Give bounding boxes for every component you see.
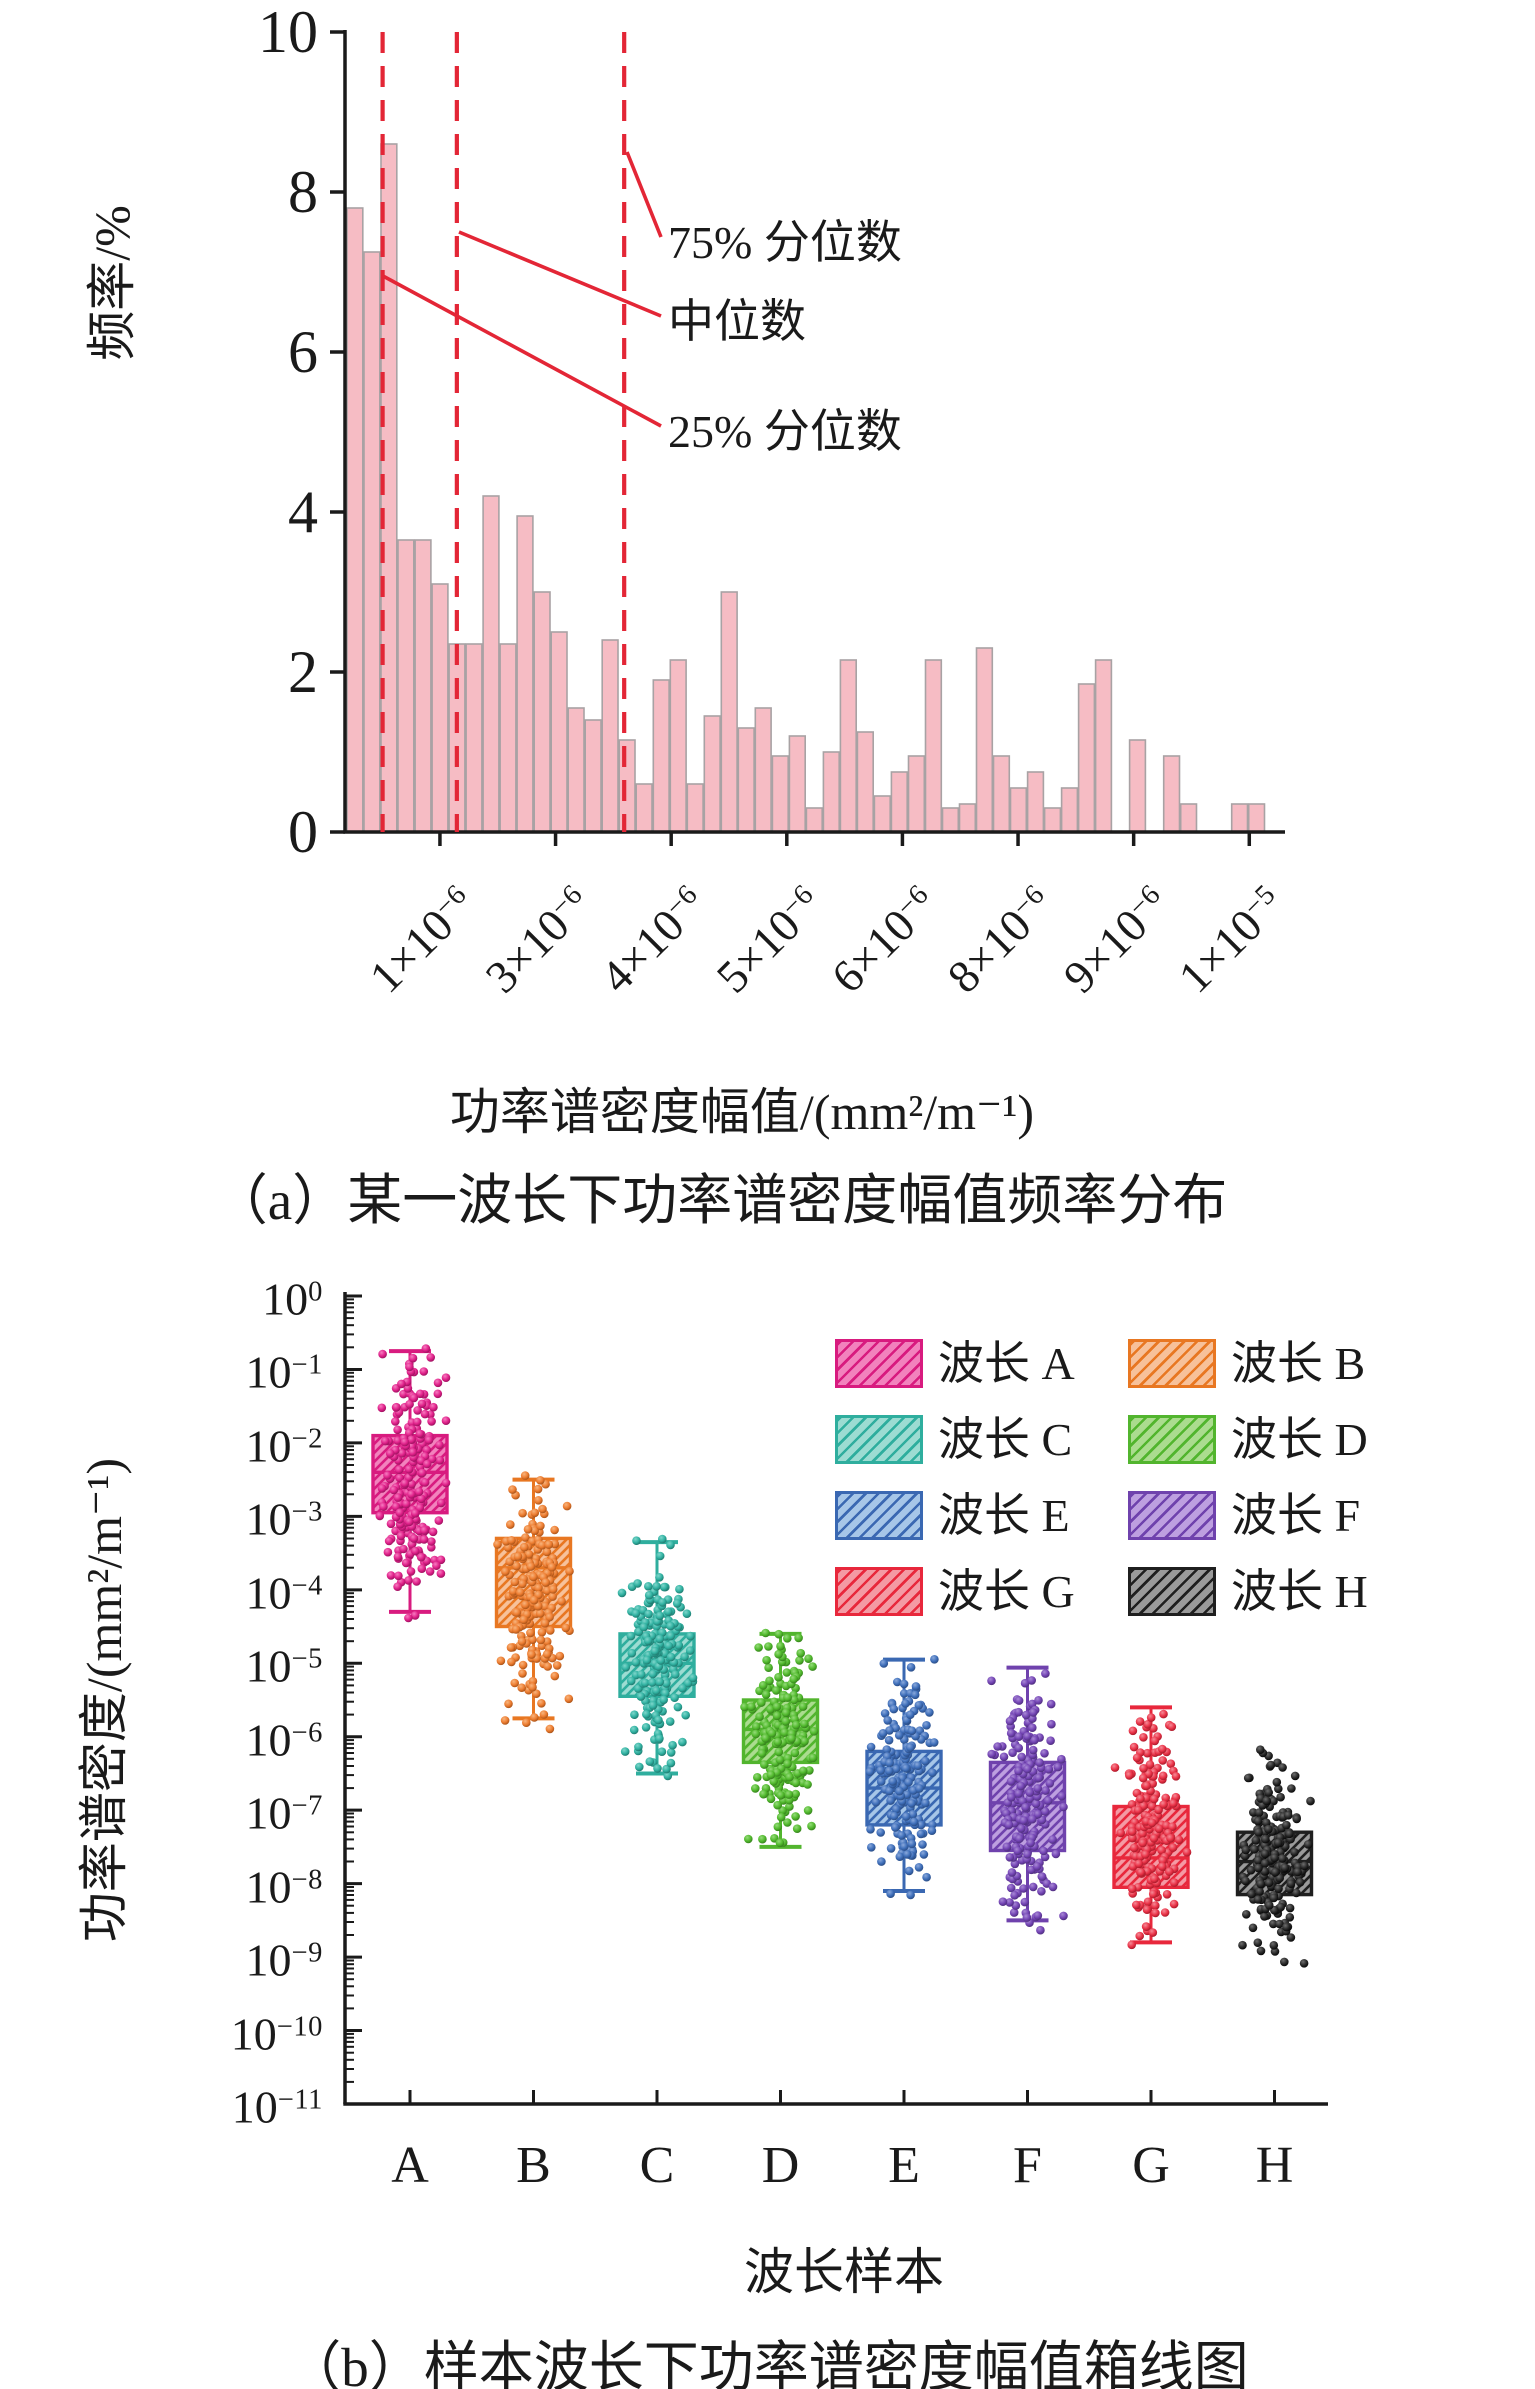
chart-b-x-tick-label: F	[1013, 2137, 1042, 2194]
chart-b-x-tick-label: D	[761, 2137, 800, 2194]
chart-b-y-tick-label: 10−7	[245, 1787, 323, 1839]
chart-a-y-tick-label: 10	[258, 0, 318, 65]
chart-b-y-tick-label: 10−3	[245, 1493, 323, 1545]
legend-swatch-B	[1128, 1339, 1216, 1388]
chart-b-y-tick-label: 100	[262, 1273, 323, 1325]
chart-a-y-tick-label: 0	[288, 799, 318, 865]
chart-b-y-tick-label: 10−2	[245, 1420, 323, 1472]
chart-b-x-tick-label: C	[639, 2137, 675, 2194]
chart-a-x-axis-title: 功率谱密度幅值/(mm²/m⁻¹)	[449, 1084, 1035, 1140]
legend-label-E: 波长 E	[938, 1489, 1070, 1541]
chart-b-y-tick-label: 10−5	[245, 1640, 323, 1692]
chart-a-y-axis-title: 频率/%	[84, 205, 140, 361]
legend-swatch-C	[835, 1415, 923, 1464]
quantile-annotation: 中位数	[668, 296, 806, 347]
legend-swatch-A	[835, 1339, 923, 1388]
chart-a-y-tick-label: 2	[288, 639, 318, 705]
chart-b-x-tick-label: A	[391, 2137, 429, 2194]
chart-b-y-axis-title: 功率谱密度/(mm²/m⁻¹)	[76, 1457, 132, 1943]
legend-label-G: 波长 G	[938, 1565, 1075, 1617]
legend-label-B: 波长 B	[1231, 1337, 1366, 1389]
quantile-annotation: 75% 分位数	[668, 217, 902, 268]
chart-a-caption: （a）某一波长下功率谱密度幅值频率分布	[212, 1170, 1228, 1231]
chart-b-x-tick-label: E	[888, 2137, 920, 2194]
legend-label-H: 波长 H	[1231, 1565, 1368, 1617]
chart-b-x-tick-label: B	[516, 2137, 551, 2194]
chart-b-y-tick-label: 10−10	[230, 2008, 323, 2060]
chart-b-caption: （b）样本波长下功率谱密度幅值箱线图	[286, 2337, 1249, 2389]
chart-b-y-tick-label: 10−11	[231, 2081, 323, 2133]
chart-b-y-tick-label: 10−9	[245, 1934, 323, 1986]
legend-label-A: 波长 A	[938, 1337, 1075, 1389]
chart-b-y-tick-label: 10−4	[245, 1567, 323, 1619]
legend-label-C: 波长 C	[938, 1413, 1073, 1465]
legend-label-D: 波长 D	[1231, 1413, 1368, 1465]
legend-swatch-E	[835, 1491, 923, 1540]
chart-b-y-tick-label: 10−8	[245, 1861, 323, 1913]
legend-swatch-D	[1128, 1415, 1216, 1464]
chart-b-y-tick-label: 10−6	[245, 1714, 323, 1766]
chart-a-y-tick-label: 4	[288, 479, 318, 545]
legend-swatch-G	[835, 1567, 923, 1616]
chart-b-x-tick-label: G	[1132, 2137, 1170, 2194]
legend-label-F: 波长 F	[1231, 1489, 1361, 1541]
chart-b-x-axis-title: 波长样本	[744, 2244, 944, 2300]
legend-swatch-F	[1128, 1491, 1216, 1540]
chart-a-y-tick-label: 6	[288, 319, 318, 385]
legend-swatch-H	[1128, 1567, 1216, 1616]
chart-b-x-tick-label: H	[1255, 2137, 1294, 2194]
chart-a-y-tick-label: 8	[288, 159, 318, 225]
quantile-annotation: 25% 分位数	[668, 406, 902, 457]
chart-b-y-tick-label: 10−1	[245, 1347, 323, 1399]
